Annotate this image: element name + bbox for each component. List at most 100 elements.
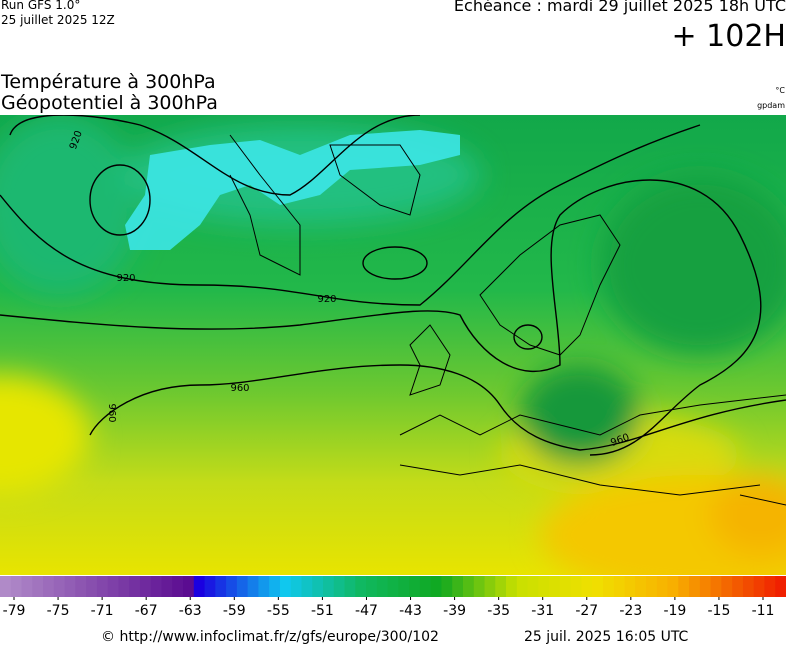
colorbar-swatch <box>75 576 87 597</box>
colorbar-swatch <box>678 576 690 597</box>
colorbar-tick-label: -79 <box>3 603 26 619</box>
contour-label: 960 <box>230 383 249 394</box>
unit-temperature: °C <box>775 86 785 95</box>
colorbar-swatch <box>419 576 432 597</box>
colorbar-tick-label: -39 <box>443 603 466 619</box>
geopotential-contours <box>0 115 786 456</box>
colorbar-swatch <box>344 576 356 597</box>
colorbar-swatch <box>581 576 593 597</box>
colorbar-tick-label: -63 <box>179 603 202 619</box>
colorbar-swatch <box>624 576 636 597</box>
colorbar-swatch <box>387 576 399 597</box>
colorbar-swatch <box>430 576 442 597</box>
colorbar-swatch <box>441 576 453 597</box>
colorbar-swatch <box>96 576 109 597</box>
colorbar-swatch <box>366 576 378 597</box>
colorbar-swatch <box>527 576 539 597</box>
colorbar-swatch <box>161 576 173 597</box>
colorbar-swatch <box>764 576 776 597</box>
colorbar-swatch <box>269 576 281 597</box>
colorbar-swatch <box>118 576 130 597</box>
colorbar-tick-label: -67 <box>135 603 158 619</box>
colorbar-swatch <box>193 576 206 597</box>
colorbar-swatch <box>699 576 712 597</box>
colorbar-tick-label: -27 <box>575 603 598 619</box>
colorbar-swatch <box>236 576 249 597</box>
unit-geopotential: gpdam <box>757 101 785 110</box>
coastlines <box>229 134 786 506</box>
colorbar-swatch <box>570 576 582 597</box>
colorbar-swatch <box>279 576 292 597</box>
colorbar-tick-label: -51 <box>311 603 334 619</box>
generated-time: 25 juil. 2025 16:05 UTC <box>524 629 689 645</box>
colorbar-swatch <box>602 576 615 597</box>
colorbar-swatch <box>473 576 486 597</box>
colorbar-swatch <box>258 576 270 597</box>
colorbar-swatch <box>355 576 367 597</box>
colorbar-swatch <box>129 576 141 597</box>
colorbar-swatch <box>656 576 669 597</box>
colorbar-tick-label: -23 <box>619 603 642 619</box>
colorbar-tick-label: -11 <box>752 603 775 619</box>
colorbar-swatch <box>775 576 786 597</box>
contour-label: 920 <box>317 294 336 305</box>
colorbar-swatch <box>107 576 119 597</box>
colorbar-swatch <box>613 576 625 597</box>
colorbar-swatch <box>559 576 572 597</box>
colorbar-swatch <box>398 576 410 597</box>
colorbar-swatch <box>21 576 33 597</box>
colorbar-tick-label: -47 <box>355 603 378 619</box>
colorbar-swatch <box>247 576 259 597</box>
colorbar-swatch <box>409 576 421 597</box>
colorbar-swatch <box>53 576 66 597</box>
colorbar-swatch <box>32 576 44 597</box>
source-url: © http://www.infoclimat.fr/z/gfs/europe/… <box>101 629 439 645</box>
title-geopotential: Géopotentiel à 300hPa <box>1 92 218 114</box>
colorbar-tick-label: -55 <box>267 603 290 619</box>
colorbar-swatch <box>635 576 647 597</box>
colorbar-tick-label: -35 <box>487 603 510 619</box>
colorbar-swatch <box>742 576 755 597</box>
colorbar-swatch <box>333 576 346 597</box>
colorbar-swatch <box>506 576 518 597</box>
cold-pool <box>125 130 460 250</box>
colorbar-swatch <box>0 576 12 597</box>
colorbar-swatch <box>64 576 76 597</box>
colorbar-swatch <box>667 576 679 597</box>
colorbar-swatch <box>86 576 98 597</box>
contour-label: 960 <box>106 403 117 422</box>
colorbar-tick-label: -43 <box>399 603 422 619</box>
colorbar-swatch <box>592 576 604 597</box>
colorbar-swatch <box>538 576 550 597</box>
colorbar-swatch <box>301 576 313 597</box>
colorbar-tick-label: -75 <box>47 603 70 619</box>
colorbar-swatch <box>495 576 507 597</box>
colorbar-swatch <box>10 576 23 597</box>
colorbar: -79 -75 -71 -67 -63 -59 -55 -51 -47 -43 -39 -35 -31 -… <box>0 576 786 619</box>
colorbar-swatch <box>689 576 701 597</box>
colorbar-swatch <box>204 576 216 597</box>
colorbar-swatch <box>721 576 733 597</box>
colorbar-swatch <box>183 576 195 597</box>
colorbar-tick-label: -31 <box>531 603 554 619</box>
colorbar-swatch <box>43 576 55 597</box>
colorbar-swatch <box>753 576 765 597</box>
run-label: Run GFS 1.0° <box>1 0 81 12</box>
colorbar-swatch <box>376 576 389 597</box>
colorbar-tick-label: -59 <box>223 603 246 619</box>
colorbar-swatch <box>226 576 238 597</box>
colorbar-tick-label: -15 <box>708 603 731 619</box>
colorbar-swatch <box>290 576 302 597</box>
colorbar-swatch <box>549 576 561 597</box>
run-date: 25 juillet 2025 12Z <box>1 13 115 27</box>
valid-time: Echéance : mardi 29 juillet 2025 18h UTC <box>453 0 786 15</box>
colorbar-swatch <box>139 576 152 597</box>
lead-time: + 102H <box>671 19 786 54</box>
colorbar-swatch <box>710 576 722 597</box>
colorbar-swatch <box>323 576 335 597</box>
contour-label: 920 <box>116 273 135 284</box>
colorbar-swatch <box>484 576 496 597</box>
colorbar-swatch <box>312 576 324 597</box>
